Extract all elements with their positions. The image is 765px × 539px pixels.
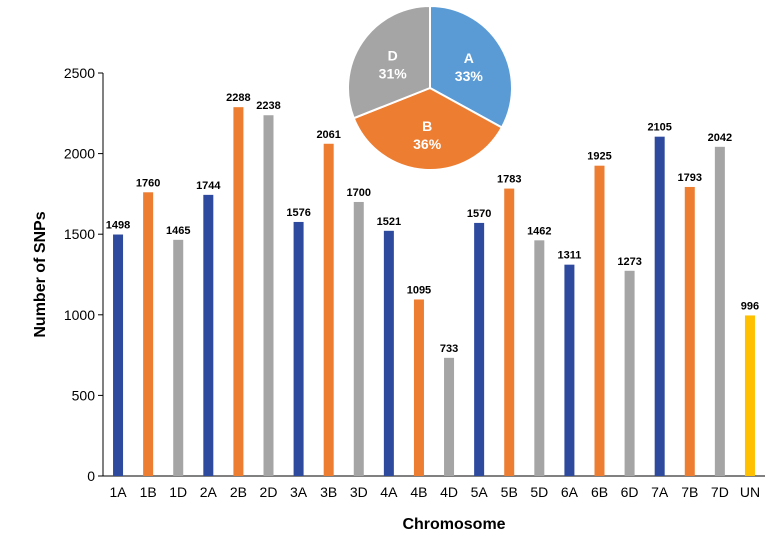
x-tick-label-1B: 1B bbox=[140, 484, 157, 500]
y-axis: 0 500 1000 1500 2000 2500 bbox=[64, 65, 104, 484]
bar-UN bbox=[744, 315, 755, 476]
bar-4D bbox=[444, 357, 455, 476]
y-tick-label: 1000 bbox=[64, 307, 95, 323]
data-label-UN: 996 bbox=[741, 300, 759, 312]
x-tick-label-5B: 5B bbox=[501, 484, 518, 500]
data-label-4B: 1095 bbox=[407, 284, 431, 296]
data-label-4A: 1521 bbox=[377, 216, 401, 228]
pie-value-B: 36% bbox=[413, 136, 442, 152]
bars bbox=[113, 107, 755, 477]
x-tick-label-2D: 2D bbox=[260, 484, 278, 500]
pie-label-B: B bbox=[422, 118, 432, 134]
y-tick-label: 2000 bbox=[64, 146, 95, 162]
data-label-2B: 2288 bbox=[226, 92, 250, 104]
bar-7B bbox=[684, 186, 695, 477]
x-tick-label-3D: 3D bbox=[350, 484, 368, 500]
data-label-3D: 1700 bbox=[347, 187, 371, 199]
bar-2D bbox=[263, 115, 274, 476]
x-tick-label-4B: 4B bbox=[410, 484, 427, 500]
data-label-7A: 2105 bbox=[647, 122, 671, 134]
x-axis-title: Chromosome bbox=[402, 516, 505, 533]
bar-2A bbox=[203, 194, 214, 477]
bar-7A bbox=[654, 136, 665, 476]
data-labels: 1498 1760 1465 1744 2288 2238 1576 2061 1700 1521… bbox=[106, 92, 759, 355]
data-label-7D: 2042 bbox=[708, 132, 732, 144]
x-tick-label-6A: 6A bbox=[561, 484, 579, 500]
bar-1A bbox=[113, 234, 124, 476]
data-label-5A: 1570 bbox=[467, 208, 491, 220]
data-label-3B: 2061 bbox=[316, 129, 340, 141]
data-label-4D: 733 bbox=[440, 343, 458, 355]
data-label-3A: 1576 bbox=[286, 207, 310, 219]
x-tick-label-6D: 6D bbox=[621, 484, 639, 500]
bar-6B bbox=[594, 165, 605, 476]
bar-5A bbox=[474, 222, 485, 476]
x-tick-label-UN: UN bbox=[740, 484, 760, 500]
bar-4B bbox=[413, 299, 424, 476]
x-tick-label-2B: 2B bbox=[230, 484, 247, 500]
bar-4A bbox=[383, 230, 394, 476]
data-label-7B: 1793 bbox=[678, 172, 702, 184]
y-tick-label: 1500 bbox=[64, 226, 95, 242]
bar-3D bbox=[353, 201, 364, 476]
data-label-5D: 1462 bbox=[527, 225, 551, 237]
bar-1B bbox=[143, 192, 154, 476]
x-tick-label-4A: 4A bbox=[380, 484, 398, 500]
bar-3A bbox=[293, 221, 304, 476]
x-tick-label-2A: 2A bbox=[200, 484, 218, 500]
bar-6D bbox=[624, 270, 635, 476]
x-tick-label-3A: 3A bbox=[290, 484, 308, 500]
pie-slice-A bbox=[429, 4, 513, 129]
pie-label-D: D bbox=[388, 48, 398, 64]
data-label-6B: 1925 bbox=[587, 151, 611, 163]
pie-value-D: 31% bbox=[379, 66, 408, 82]
data-label-6D: 1273 bbox=[617, 256, 641, 268]
bar-3B bbox=[323, 143, 334, 477]
bar-5B bbox=[504, 188, 515, 477]
genome-pie: A 33% B 36% D 31% bbox=[347, 4, 513, 171]
bar-1D bbox=[173, 239, 184, 476]
x-tick-label-7A: 7A bbox=[651, 484, 669, 500]
y-tick-label: 0 bbox=[87, 468, 95, 484]
data-label-1D: 1465 bbox=[166, 225, 190, 237]
x-tick-label-1A: 1A bbox=[109, 484, 127, 500]
bar-7D bbox=[714, 146, 725, 477]
x-tick-label-6B: 6B bbox=[591, 484, 608, 500]
data-label-2D: 2238 bbox=[256, 100, 280, 112]
bar-6A bbox=[564, 264, 575, 476]
x-tick-label-4D: 4D bbox=[440, 484, 458, 500]
x-tick-label-7B: 7B bbox=[681, 484, 698, 500]
bar-2B bbox=[233, 107, 244, 476]
x-axis: 1A 1B 1D 2A 2B 2D 3A 3B 3D 4A 4B 4D 5A 5B 5D 6A 6B 6D 7A 7B… bbox=[103, 475, 765, 500]
data-label-6A: 1311 bbox=[557, 250, 581, 262]
y-tick-label: 2500 bbox=[64, 65, 95, 81]
pie-slice-B bbox=[352, 86, 504, 171]
y-tick-label: 500 bbox=[72, 387, 96, 403]
x-tick-label-7D: 7D bbox=[711, 484, 729, 500]
x-tick-label-1D: 1D bbox=[169, 484, 187, 500]
pie-slice-D bbox=[347, 4, 431, 120]
data-label-2A: 1744 bbox=[196, 180, 221, 192]
y-axis-title: Number of SNPs bbox=[32, 211, 49, 337]
bar-5D bbox=[534, 240, 545, 476]
data-label-1A: 1498 bbox=[106, 220, 130, 232]
data-label-5B: 1783 bbox=[497, 174, 521, 186]
x-tick-label-3B: 3B bbox=[320, 484, 337, 500]
x-tick-label-5D: 5D bbox=[530, 484, 548, 500]
data-label-1B: 1760 bbox=[136, 177, 160, 189]
x-tick-label-5A: 5A bbox=[471, 484, 489, 500]
pie-label-A: A bbox=[464, 50, 474, 66]
pie-value-A: 33% bbox=[455, 68, 484, 84]
